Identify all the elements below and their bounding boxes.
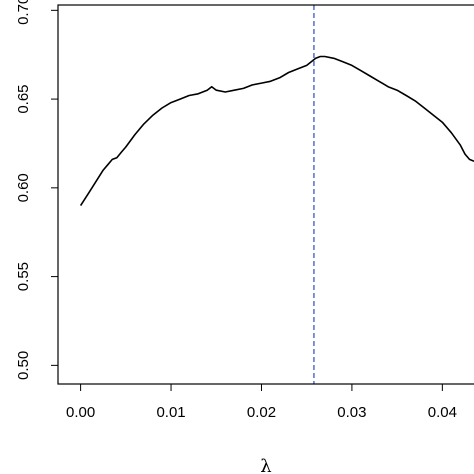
y-axis: 0.50 0.55 0.60 0.65 0.70 (15, 0, 58, 380)
y-tick-label: 0.70 (15, 0, 32, 25)
plot-area (79, 5, 474, 384)
x-axis: 0.00 0.01 0.02 0.03 0.04 (66, 383, 457, 421)
x-tick-label: 0.02 (247, 404, 276, 421)
x-tick-label: 0.04 (428, 404, 457, 421)
series-line (79, 55, 474, 207)
y-tick-label: 0.55 (15, 262, 32, 291)
x-tick-label: 0.03 (337, 404, 366, 421)
x-tick-label: 0.00 (66, 404, 95, 421)
x-tick-label: 0.01 (156, 404, 185, 421)
plot-frame (57, 4, 474, 385)
x-axis-label: λ (260, 456, 271, 474)
y-tick-label: 0.60 (15, 173, 32, 202)
y-tick-label: 0.65 (15, 84, 32, 113)
y-tick-label: 0.50 (15, 351, 32, 380)
